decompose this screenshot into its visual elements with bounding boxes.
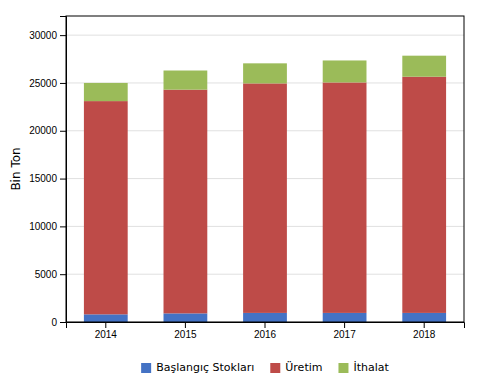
tick: 10000 [29,221,66,232]
bar [243,83,287,313]
tick-mark [60,274,66,275]
tick-label: 2018 [413,329,436,340]
tick-mark [265,322,266,328]
tick: 20000 [29,125,66,136]
series [84,77,446,315]
legend-swatch [141,363,151,373]
bar [243,63,287,83]
tick-label: 30000 [29,30,57,41]
bar [323,313,367,322]
tick-label: 20000 [29,125,57,136]
tick: 15000 [29,173,66,184]
tick: 0 [51,317,66,328]
bar [323,82,367,312]
tick: 2018 [413,322,436,340]
y-axis: 0 5000 10000 15000 20000 25000 30000 [29,17,66,328]
bar [243,313,287,322]
bar [84,101,128,314]
legend: Başlangıç Stokları Üretim İthalat [141,361,389,374]
series [84,56,446,101]
tick: 30000 [29,30,66,41]
tick-mark [60,35,66,36]
bar [402,313,446,322]
tick-mark [344,322,345,328]
legend-item: Üretim [270,361,322,374]
tick-label: 2017 [333,329,356,340]
tick-label: 2014 [95,329,118,340]
tick: 25000 [29,78,66,89]
bar [84,83,128,101]
series [84,313,446,322]
plot-frame [66,16,464,322]
bar [323,60,367,82]
legend-label: İthalat [353,361,389,374]
grid-line [66,35,464,36]
x-axis: 2014 2015 2016 2017 2018 [67,322,465,340]
bar [164,71,208,90]
legend-swatch [338,363,348,373]
tick-mark [60,179,66,180]
tick-mark [60,322,66,323]
tick-label: 0 [51,317,57,328]
bar [164,90,208,314]
tick-label: 15000 [29,173,57,184]
tick-label: 10000 [29,221,57,232]
tick-label: 5000 [35,269,58,280]
tick-mark [424,322,425,328]
legend-item: İthalat [338,361,389,374]
tick-mark [60,226,66,227]
tick-label: 2015 [174,329,197,340]
tick: 2016 [254,322,277,340]
legend-swatch [270,363,280,373]
bar [164,313,208,322]
tick: 5000 [35,269,66,280]
tick-mark [185,322,186,328]
legend-item: Başlangıç Stokları [141,361,254,374]
legend-label: Üretim [285,361,322,374]
chart: 0500010000150002000025000300002014201520… [0,0,480,386]
tick-label: 25000 [29,78,57,89]
tick-mark [60,83,66,84]
axis-line [67,323,465,329]
y-axis-title: Bin Ton [9,147,23,190]
tick: 2014 [95,322,118,340]
legend-label: Başlangıç Stokları [156,361,254,374]
tick-label: 2016 [254,329,277,340]
tick: 2017 [333,322,356,340]
bar [402,77,446,313]
tick: 2015 [174,322,197,340]
tick-mark [105,322,106,328]
bar [84,314,128,322]
plot: 0500010000150002000025000300002014201520… [29,16,464,340]
tick-mark [60,131,66,132]
bars [84,56,446,322]
bar [402,56,446,77]
grid [66,35,464,322]
